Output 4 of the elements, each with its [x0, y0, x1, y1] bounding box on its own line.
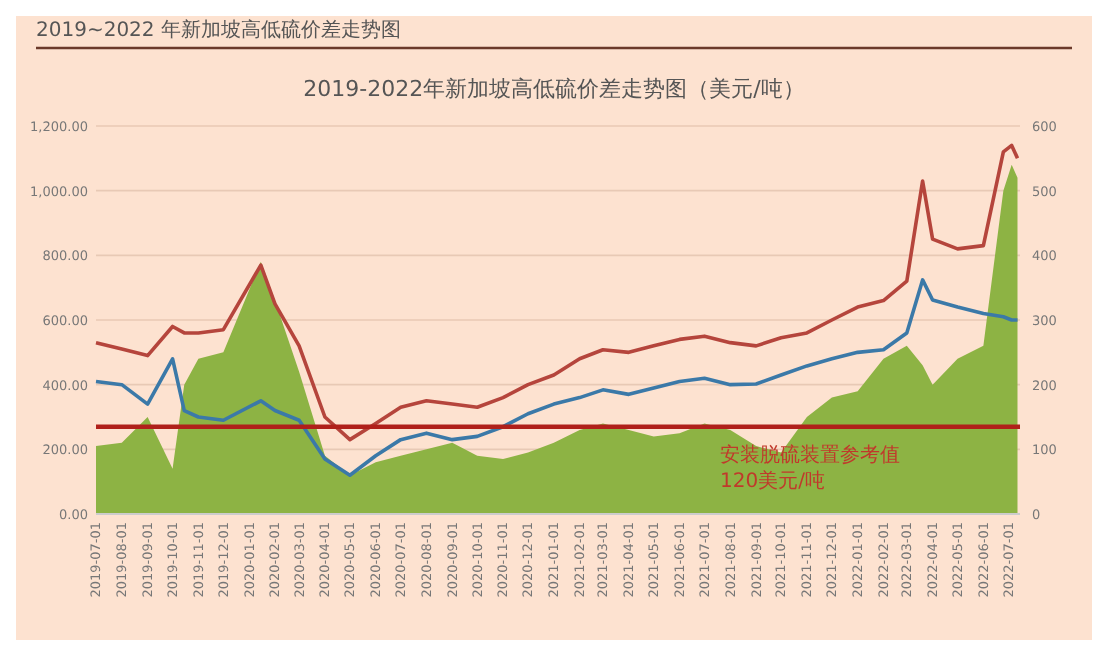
text: 2019~2022 年新加坡高低硫价差走势图: [36, 18, 401, 42]
ref-line-label: 安装脱硫装置参考值 120美元/吨: [720, 442, 900, 493]
line-series: [94, 143, 1020, 442]
chart-title: 2019-2022年新加坡高低硫价差走势图（美元/吨）: [303, 76, 805, 102]
